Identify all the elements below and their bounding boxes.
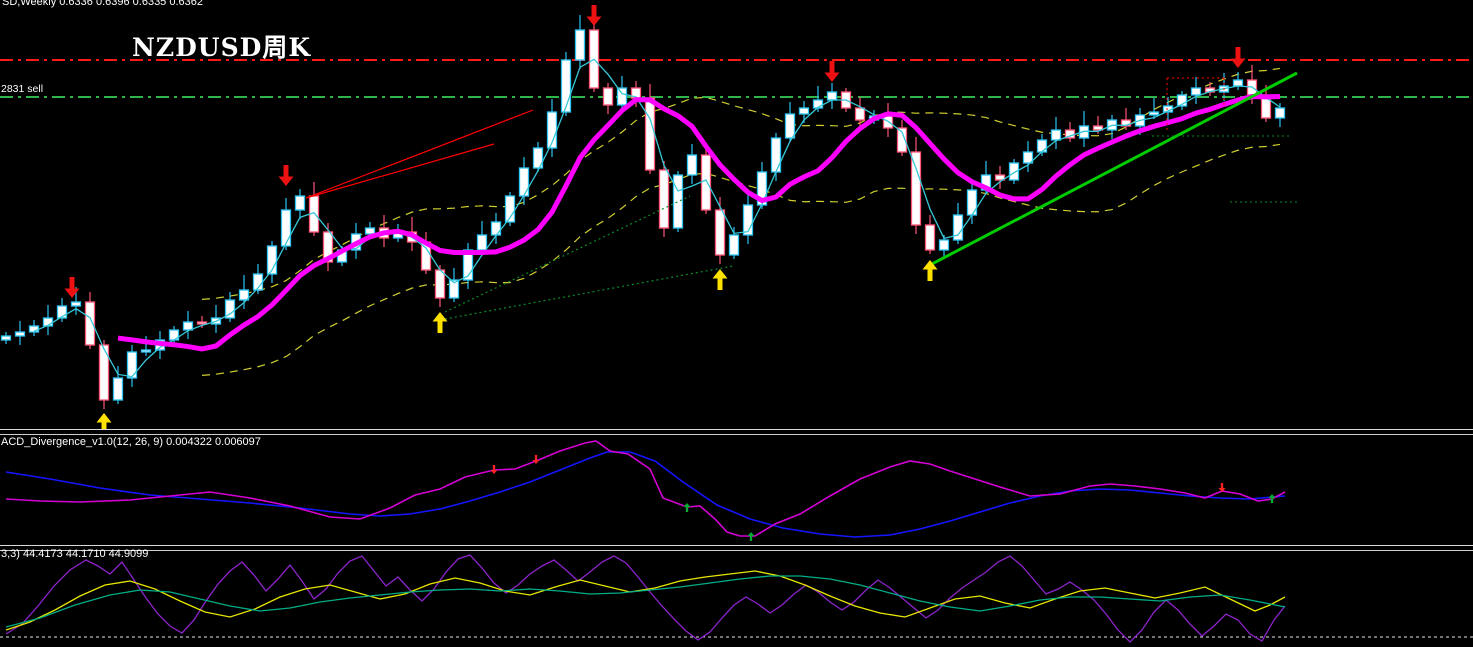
sell-arrow-icon[interactable] bbox=[1218, 483, 1226, 492]
bull-candle bbox=[448, 279, 460, 299]
bear-candle bbox=[84, 301, 96, 346]
trendline[interactable] bbox=[444, 195, 691, 313]
bull-candle bbox=[476, 234, 488, 251]
bear-candle bbox=[924, 224, 936, 251]
buy-arrow-icon[interactable] bbox=[747, 532, 755, 541]
bull-candle bbox=[728, 234, 740, 256]
sell-arrow-icon[interactable] bbox=[278, 165, 294, 186]
buy-arrow-icon[interactable] bbox=[96, 413, 112, 429]
bull-candle bbox=[1036, 139, 1048, 153]
bull-candle bbox=[560, 59, 572, 113]
bull-candle bbox=[798, 107, 810, 115]
bull-candle bbox=[56, 305, 68, 319]
bull-candle bbox=[224, 299, 236, 319]
bull-candle bbox=[0, 335, 12, 341]
order-sell-label: 2831 sell bbox=[1, 83, 44, 95]
envelope-upper-line bbox=[201, 67, 1281, 300]
bull-candle bbox=[238, 289, 250, 301]
bull-candle bbox=[1232, 79, 1244, 87]
bull-candle bbox=[280, 209, 292, 247]
bull-candle bbox=[504, 195, 516, 223]
bull-candle bbox=[686, 154, 698, 176]
bull-candle bbox=[140, 349, 152, 353]
bear-candle bbox=[434, 269, 446, 299]
bear-candle bbox=[196, 321, 208, 325]
bear-candle bbox=[644, 97, 656, 171]
bull-candle bbox=[126, 351, 138, 379]
bull-candle bbox=[616, 87, 628, 106]
bear-candle bbox=[896, 127, 908, 153]
bull-candle bbox=[1274, 107, 1286, 119]
macd-panel-canvas[interactable] bbox=[0, 433, 1473, 545]
sell-arrow-icon[interactable] bbox=[824, 61, 840, 82]
bull-candle bbox=[1022, 151, 1034, 164]
bull-candle bbox=[1190, 87, 1202, 96]
bull-candle bbox=[112, 377, 124, 401]
trendline[interactable] bbox=[444, 265, 734, 320]
bear-candle bbox=[994, 174, 1006, 181]
envelope-lower-line bbox=[201, 143, 1281, 376]
stoch-fast-line bbox=[5, 554, 1286, 643]
buy-arrow-icon[interactable] bbox=[683, 503, 691, 512]
bear-candle bbox=[700, 154, 712, 211]
bull-candle bbox=[70, 301, 82, 307]
main-ma-line bbox=[117, 93, 1281, 352]
bear-candle bbox=[714, 209, 726, 256]
buy-arrow-icon[interactable] bbox=[712, 269, 728, 290]
bull-candle bbox=[784, 113, 796, 139]
instrument-watermark: NZDUSD周K bbox=[132, 33, 312, 62]
main-chart-canvas[interactable] bbox=[0, 0, 1473, 429]
bull-candle bbox=[770, 137, 782, 173]
bull-candle bbox=[1008, 162, 1020, 181]
stochastic-panel-canvas[interactable] bbox=[0, 549, 1473, 647]
bear-candle bbox=[322, 231, 334, 263]
buy-arrow-icon[interactable] bbox=[432, 312, 448, 333]
bear-candle bbox=[910, 151, 922, 226]
sell-arrow-icon[interactable] bbox=[64, 277, 80, 298]
bull-candle bbox=[574, 29, 586, 61]
bull-candle bbox=[672, 174, 684, 229]
bull-candle bbox=[826, 91, 838, 101]
bull-candle bbox=[266, 245, 278, 275]
sell-arrow-icon[interactable] bbox=[490, 465, 498, 474]
buy-arrow-icon[interactable] bbox=[922, 260, 938, 281]
sell-arrow-icon[interactable] bbox=[586, 5, 602, 26]
bull-candle bbox=[1050, 129, 1062, 141]
trendline[interactable] bbox=[305, 109, 534, 199]
buy-arrow-icon[interactable] bbox=[1268, 494, 1276, 503]
stoch-main-line bbox=[5, 570, 1286, 631]
bull-candle bbox=[938, 239, 950, 251]
bear-candle bbox=[1092, 125, 1104, 131]
bear-candle bbox=[602, 87, 614, 106]
sell-arrow-icon[interactable] bbox=[1230, 47, 1246, 68]
bull-candle bbox=[518, 167, 530, 197]
macd-indicator-label: ACD_Divergence_v1.0(12, 26, 9) 0.004322 … bbox=[1, 436, 261, 448]
bull-candle bbox=[742, 204, 754, 236]
stochastic-indicator-label: 3,3) 44.4173 44.1710 44.9099 bbox=[1, 548, 149, 560]
macd-main-line bbox=[5, 440, 1286, 537]
bull-candle bbox=[490, 221, 502, 236]
fast-ma-line bbox=[33, 58, 1281, 378]
bear-candle bbox=[658, 169, 670, 229]
stoch-slow-line bbox=[5, 575, 1286, 628]
bull-candle bbox=[1148, 111, 1160, 116]
panel-splitter[interactable] bbox=[0, 545, 1473, 551]
macd-signal-line bbox=[5, 451, 1286, 538]
bear-candle bbox=[1120, 119, 1132, 127]
sell-arrow-icon[interactable] bbox=[532, 455, 540, 464]
bull-candle bbox=[14, 331, 26, 337]
bull-candle bbox=[294, 195, 306, 211]
panel-splitter[interactable] bbox=[0, 429, 1473, 435]
trendline[interactable] bbox=[305, 143, 495, 199]
bull-candle bbox=[1176, 94, 1188, 107]
bull-candle bbox=[364, 227, 376, 235]
trendline[interactable] bbox=[929, 71, 1298, 267]
chart-title: SD,Weekly 0.6336 0.6396 0.6335 0.6362 bbox=[2, 0, 204, 8]
bear-candle bbox=[98, 344, 110, 401]
bull-candle bbox=[532, 147, 544, 169]
bear-candle bbox=[854, 107, 866, 121]
